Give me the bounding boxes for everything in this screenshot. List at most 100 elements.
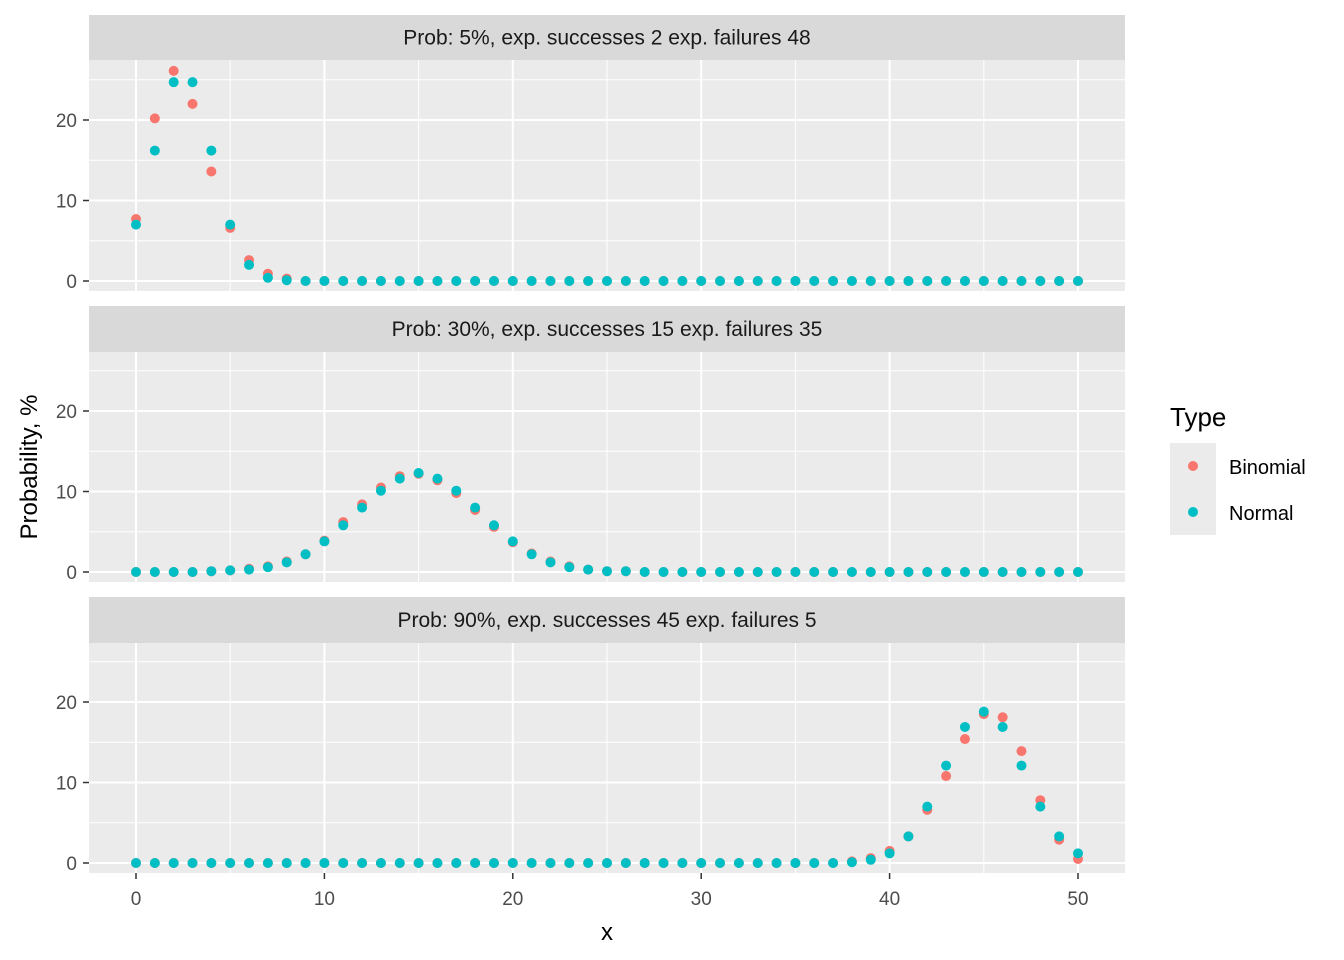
data-point-normal <box>865 276 876 286</box>
data-point-normal <box>281 275 292 286</box>
data-point-normal <box>790 858 801 868</box>
data-point-normal <box>168 77 179 88</box>
data-point-normal <box>809 858 820 868</box>
data-point-normal <box>922 801 933 812</box>
data-point-normal <box>1054 831 1065 842</box>
x-tick-label: 30 <box>691 889 712 910</box>
x-axis-title: x <box>601 919 613 946</box>
series-normal <box>131 706 1083 868</box>
data-point-normal <box>658 567 669 577</box>
data-point-normal <box>733 858 744 868</box>
data-point-normal <box>978 706 989 717</box>
data-point-normal <box>564 276 575 286</box>
data-point-normal <box>394 473 405 484</box>
data-point-normal <box>357 502 368 513</box>
data-point-normal <box>1054 567 1065 577</box>
data-point-normal <box>131 219 141 230</box>
data-point-binomial <box>997 712 1008 723</box>
data-point-normal <box>1035 276 1046 286</box>
data-point-normal <box>300 549 311 560</box>
y-tick-label: 0 <box>66 272 77 293</box>
y-tick-label: 20 <box>56 111 77 132</box>
strip-background <box>89 597 1125 643</box>
data-point-normal <box>225 219 236 230</box>
y-tick-label: 10 <box>56 774 77 795</box>
data-point-normal <box>941 760 952 771</box>
data-point-normal <box>338 858 349 868</box>
data-point-normal <box>470 276 481 286</box>
strip-label: Prob: 5%, exp. successes 2 exp. failures… <box>403 27 810 50</box>
data-point-normal <box>602 858 612 868</box>
data-point-normal <box>375 276 386 286</box>
data-point-normal <box>771 567 782 577</box>
data-point-normal <box>432 858 443 868</box>
data-point-normal <box>451 858 462 868</box>
data-point-normal <box>300 276 311 286</box>
data-point-normal <box>187 858 198 868</box>
data-point-normal <box>620 858 631 868</box>
data-point-normal <box>488 520 499 531</box>
data-point-normal <box>244 259 255 270</box>
data-point-normal <box>846 567 857 577</box>
data-point-normal <box>470 502 481 513</box>
data-point-normal <box>488 858 499 868</box>
data-point-normal <box>922 276 933 286</box>
data-point-normal <box>602 566 612 577</box>
data-point-normal <box>696 858 707 868</box>
data-point-normal <box>941 567 952 577</box>
data-point-normal <box>1016 276 1027 286</box>
data-point-normal <box>375 485 386 496</box>
data-point-normal <box>771 858 782 868</box>
chart-panels: Prob: 5%, exp. successes 2 exp. failures… <box>56 15 1125 875</box>
data-point-normal <box>357 858 368 868</box>
data-point-normal <box>338 276 349 286</box>
data-point-normal <box>451 485 462 496</box>
strip-label: Prob: 30%, exp. successes 15 exp. failur… <box>392 318 823 341</box>
y-tick-label: 10 <box>56 483 77 504</box>
data-point-normal <box>432 473 443 484</box>
data-point-normal <box>507 536 518 547</box>
y-tick-label: 0 <box>66 854 77 875</box>
data-point-normal <box>1073 276 1083 286</box>
data-point-normal <box>357 276 368 286</box>
legend-key-binomial <box>1188 461 1198 471</box>
data-point-normal <box>884 276 895 286</box>
data-point-normal <box>959 567 970 577</box>
data-point-normal <box>413 276 424 286</box>
data-point-normal <box>696 567 707 577</box>
data-point-normal <box>1035 801 1046 812</box>
series-normal <box>131 77 1083 286</box>
data-point-normal <box>225 565 236 576</box>
data-point-normal <box>564 562 575 573</box>
data-point-normal <box>149 567 160 577</box>
data-point-normal <box>715 858 726 868</box>
y-tick-label: 10 <box>56 192 77 213</box>
data-point-normal <box>1073 848 1083 859</box>
data-point-normal <box>206 566 217 577</box>
data-point-normal <box>997 721 1008 732</box>
panel-2: Prob: 30%, exp. successes 15 exp. failur… <box>56 306 1125 584</box>
data-point-normal <box>828 858 839 868</box>
data-point-normal <box>677 276 688 286</box>
data-point-normal <box>413 858 424 868</box>
data-point-normal <box>564 858 575 868</box>
data-point-normal <box>865 567 876 577</box>
data-point-normal <box>375 858 386 868</box>
data-point-binomial <box>206 166 217 177</box>
data-point-normal <box>809 567 820 577</box>
data-point-normal <box>715 567 726 577</box>
data-point-normal <box>1073 567 1083 577</box>
data-point-normal <box>470 858 481 868</box>
data-point-normal <box>639 276 650 286</box>
data-point-normal <box>187 567 198 577</box>
x-tick-label: 50 <box>1067 889 1088 910</box>
data-point-normal <box>206 145 217 156</box>
data-point-normal <box>507 276 518 286</box>
data-point-normal <box>281 557 292 568</box>
data-point-normal <box>733 567 744 577</box>
x-axis: 0 10 20 30 40 50 <box>131 873 1089 910</box>
data-point-normal <box>545 276 556 286</box>
data-point-normal <box>1016 567 1027 577</box>
legend-label-binomial: Binomial <box>1229 457 1306 479</box>
data-point-normal <box>677 858 688 868</box>
